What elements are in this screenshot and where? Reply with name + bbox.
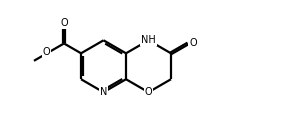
Text: O: O: [145, 87, 152, 97]
Text: O: O: [189, 39, 197, 48]
Text: O: O: [42, 47, 50, 57]
Text: N: N: [100, 87, 107, 97]
Text: O: O: [60, 18, 68, 28]
Text: NH: NH: [141, 35, 156, 45]
